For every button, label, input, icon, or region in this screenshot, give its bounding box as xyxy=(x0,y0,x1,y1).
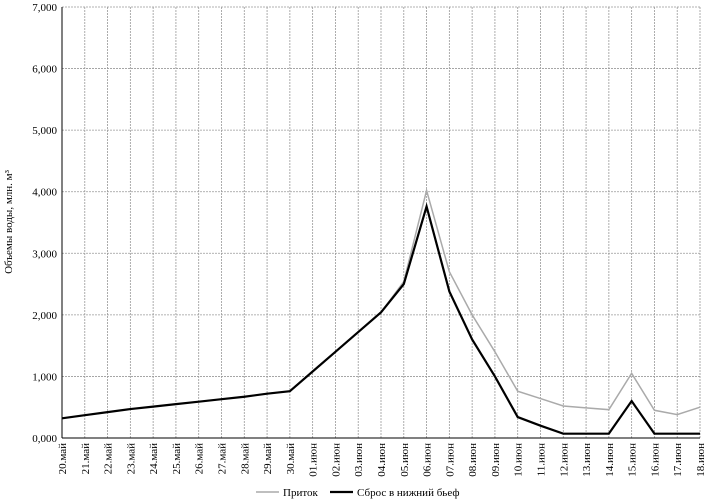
x-tick-label: 05.июн xyxy=(399,443,411,477)
x-tick-label: 06.июн xyxy=(422,443,434,477)
y-tick-label: 3,000 xyxy=(32,248,57,260)
y-tick-label: 2,000 xyxy=(32,310,57,322)
series-line xyxy=(61,202,700,435)
x-tick-label: 08.июн xyxy=(467,443,479,477)
x-tick-label: 04.июн xyxy=(376,443,388,477)
x-tick-label: 03.июн xyxy=(353,443,365,477)
x-tick-label: 24.май xyxy=(148,443,160,475)
x-tick-label: 14.июн xyxy=(604,443,616,477)
x-tick-label: 12.июн xyxy=(558,443,570,477)
x-tick-label: 11.июн xyxy=(536,443,548,476)
x-tick-label: 15.июн xyxy=(627,443,639,477)
x-tick-label: 25.май xyxy=(171,443,183,475)
y-axis-title: Объемы воды, млн. м³ xyxy=(3,169,15,274)
legend-label: Сброс в нижний бьеф xyxy=(357,487,459,499)
y-tick-label: 6,000 xyxy=(32,64,57,76)
x-tick-label: 17.июн xyxy=(672,443,684,477)
y-tick-label: 4,000 xyxy=(32,187,57,199)
x-tick-label: 02.июн xyxy=(330,443,342,477)
x-tick-label: 20.май xyxy=(57,443,69,475)
legend-label: Приток xyxy=(283,487,318,499)
y-tick-label: 1,000 xyxy=(32,371,57,383)
x-tick-label: 07.июн xyxy=(444,443,456,477)
x-tick-label: 01.июн xyxy=(308,443,320,477)
x-tick-label: 30.май xyxy=(285,443,297,475)
x-tick-label: 22.май xyxy=(103,443,115,475)
x-tick-label: 16.июн xyxy=(649,443,661,477)
x-tick-label: 21.май xyxy=(80,443,92,475)
y-tick-label: 0,000 xyxy=(32,433,57,445)
x-tick-label: 28.май xyxy=(239,443,251,475)
x-tick-label: 09.июн xyxy=(490,443,502,477)
x-tick-label: 23.май xyxy=(125,443,137,475)
x-tick-label: 26.май xyxy=(194,443,206,475)
x-tick-label: 27.май xyxy=(217,443,229,475)
x-tick-label: 10.июн xyxy=(513,443,525,477)
y-tick-label: 5,000 xyxy=(32,125,57,137)
x-tick-label: 13.июн xyxy=(581,443,593,477)
x-tick-label: 18.июн xyxy=(695,443,707,477)
y-tick-label: 7,000 xyxy=(32,2,57,14)
x-tick-label: 29.май xyxy=(262,443,274,475)
